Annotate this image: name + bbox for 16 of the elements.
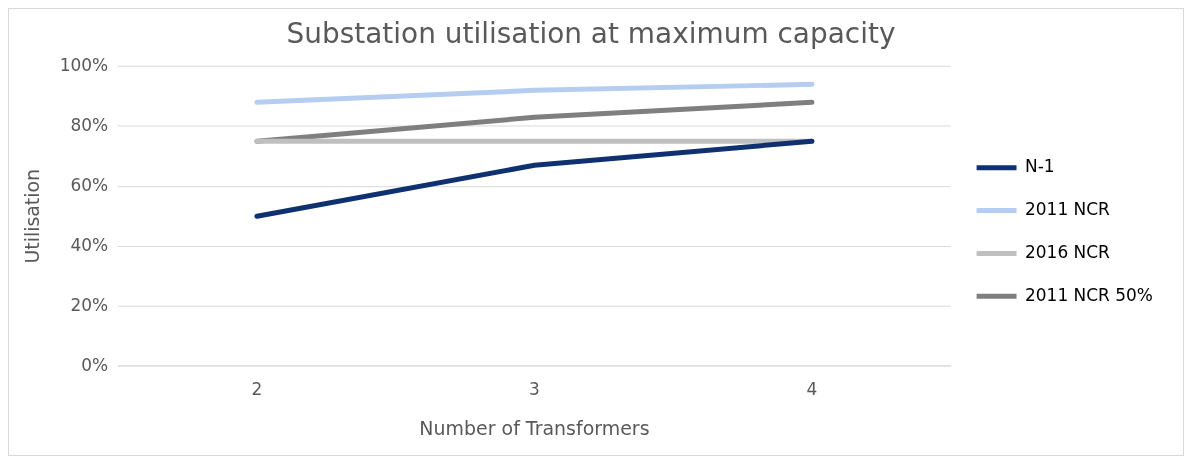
x-tick-label: 4 [806,378,818,399]
x-tick-label: 3 [529,378,540,399]
y-tick-label: 100% [59,54,109,75]
legend-label: 2011 NCR [1025,199,1111,219]
x-tick-label: 2 [251,378,263,399]
legend-label: 2016 NCR [1025,241,1111,262]
y-axis-title: Utilisation [21,168,44,264]
y-tick-label: 60% [70,174,109,195]
chart-title: Substation utilisation at maximum capacity [286,16,896,50]
y-tick-label: 80% [70,114,109,135]
y-tick-label: 0% [81,354,109,375]
legend-label: N-1 [1025,156,1055,177]
y-tick-label: 20% [70,294,109,315]
y-tick-label: 40% [70,234,109,255]
legend-label: 2011 NCR 50% [1025,284,1153,305]
x-axis-title: Number of Transformers [419,416,650,439]
